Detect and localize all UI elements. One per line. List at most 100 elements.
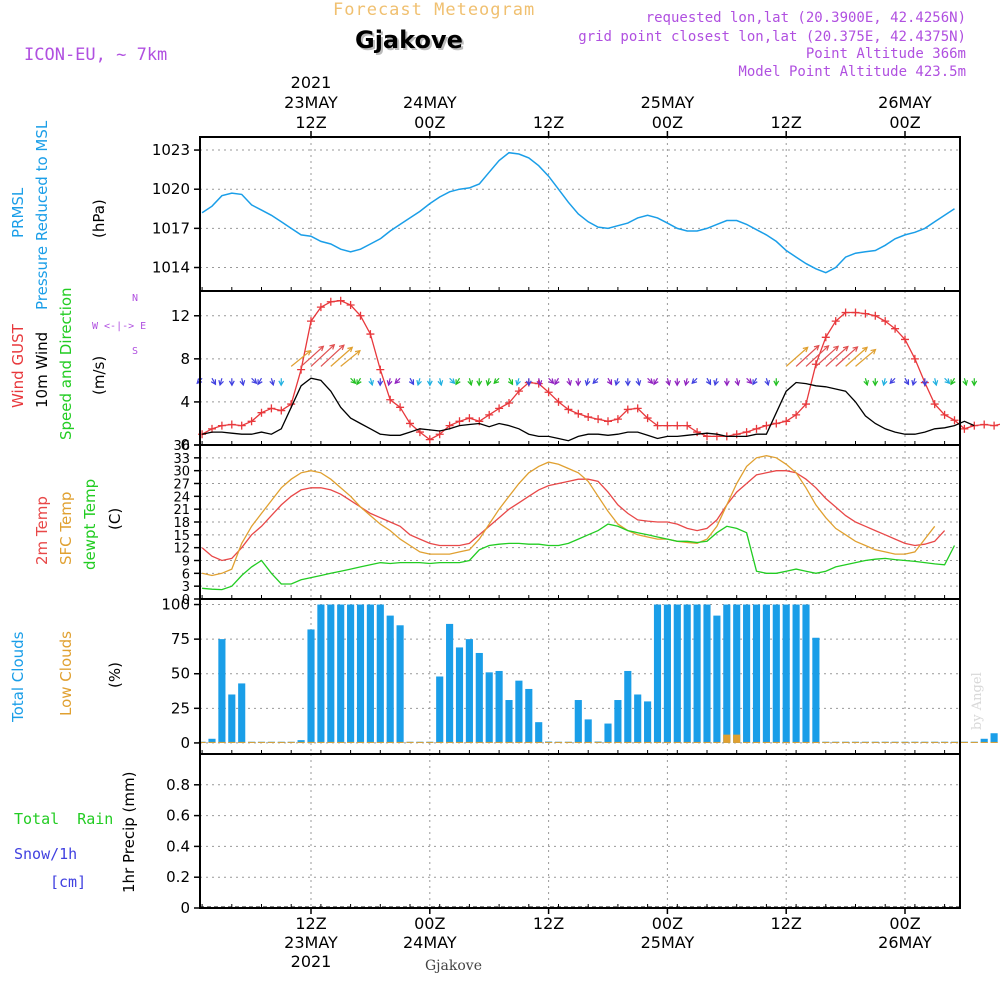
low-cloud-bar: [743, 741, 751, 743]
wind-arrow-head: [408, 379, 415, 386]
low-cloud-bar: [485, 741, 493, 743]
low-cloud-bar: [673, 741, 681, 743]
total-cloud-bar: [743, 604, 751, 743]
wind-arrow-head: [507, 379, 514, 386]
low-cloud-bar: [842, 741, 850, 743]
pressure-line: [201, 151, 955, 274]
y-tick-label: 1017: [152, 219, 190, 237]
wind-arrow-head: [269, 379, 275, 387]
low-cloud-bar: [812, 741, 820, 743]
wind-arrow-head: [971, 380, 978, 387]
gust-marker: [257, 408, 266, 417]
low-cloud-bar: [980, 741, 988, 743]
low-cloud-bar: [792, 741, 800, 743]
gust-marker: [495, 404, 504, 413]
wind-arrow-head: [485, 380, 492, 387]
y-tick-label: 33: [173, 452, 190, 467]
bottom-time-label: 24MAY: [403, 933, 457, 952]
wind-arrow-head: [683, 380, 690, 387]
low-cloud-bar: [851, 741, 860, 743]
total-cloud-bar: [317, 604, 325, 743]
sfc-temp-line: [201, 455, 936, 577]
low-cloud-bar: [614, 741, 622, 743]
wind-arrow-head: [525, 380, 532, 387]
wind-arrow-head: [903, 379, 910, 386]
wind-arrow: [855, 349, 876, 367]
point-altitude: Point Altitude 366m: [805, 46, 966, 62]
wind-arrow-head: [802, 346, 809, 353]
y-tick-label: 27: [173, 478, 190, 493]
gust-marker: [594, 415, 603, 424]
gust-marker: [891, 324, 900, 333]
model-label: ICON-EU, ~ 7km: [24, 45, 168, 65]
total-clouds-label: Total Clouds: [9, 631, 27, 722]
bottom-time-label: 23MAY: [284, 933, 338, 952]
gust-marker: [831, 317, 840, 326]
wind-arrow-head: [752, 379, 758, 386]
compass-south: S: [132, 346, 139, 357]
total-cloud-bar: [376, 604, 384, 743]
wind-line: [201, 377, 975, 442]
wind-unit: (m/s): [90, 355, 108, 395]
total-cloud-bar: [990, 733, 998, 743]
sfc-label: SFC Temp: [57, 491, 75, 565]
wind-arrow-head: [368, 379, 374, 387]
low-cloud-bar: [921, 741, 929, 743]
y-tick-label: 0: [180, 436, 190, 454]
low-cloud-bar: [376, 741, 384, 743]
total-cloud-bar: [733, 604, 741, 743]
wind-arrow: [845, 346, 868, 367]
total-cloud-bar: [535, 722, 543, 743]
wind-arrow-head: [210, 379, 217, 386]
bottom-time-label: 12Z: [771, 914, 802, 933]
gust-marker: [663, 421, 672, 430]
wind-arrow-head: [218, 379, 224, 387]
y-tick-label: 30: [173, 465, 190, 480]
bottom-time-label: 12Z: [533, 914, 564, 933]
low-cloud-bar: [545, 741, 553, 743]
y-tick-label: 12: [173, 542, 190, 557]
wind-arrow-head: [614, 379, 620, 387]
wind-arrow-head: [691, 378, 698, 385]
y-tick-label: 75: [171, 630, 190, 648]
top-time-label: 12Z: [533, 113, 564, 132]
gust-marker: [871, 311, 880, 320]
gust-label: Wind GUST: [9, 324, 27, 408]
total-cloud-bar: [396, 625, 404, 743]
wind-arrow-head: [665, 379, 671, 387]
y-tick-label: 0: [180, 734, 190, 752]
gust-marker: [554, 397, 563, 406]
snow-label: Snow/1h: [14, 845, 78, 863]
t2m-label: 2m Temp: [33, 496, 51, 565]
total-cloud-bar: [337, 604, 345, 743]
total-cloud-bar: [782, 604, 790, 743]
wind-arrow-head: [635, 380, 642, 387]
compass-north: N: [132, 293, 139, 304]
low-cloud-bar: [624, 741, 632, 743]
top-time-label: 00Z: [414, 113, 445, 132]
total-cloud-bar: [356, 604, 365, 743]
total-cloud-bar: [762, 604, 770, 743]
model-point-altitude: Model Point Altitude 423.5m: [738, 64, 966, 80]
total-cloud-bar: [752, 604, 761, 743]
wind-arrow: [825, 346, 849, 367]
gust-marker: [396, 403, 405, 412]
y-tick-label: 3: [182, 580, 190, 595]
wind-arrow-head: [426, 380, 433, 387]
low-cloud-bar: [436, 741, 444, 743]
low-cloud-bar: [891, 741, 899, 743]
total-cloud-bar: [297, 740, 305, 743]
gust-marker: [376, 365, 385, 374]
y-tick-label: 0: [182, 593, 190, 608]
low-cloud-bar: [881, 741, 889, 743]
low-cloud-bar: [198, 741, 206, 743]
low-cloud-bar: [535, 741, 543, 743]
low-cloud-bar: [574, 741, 582, 743]
y-tick-label: 1020: [152, 180, 190, 198]
low-cloud-bar: [941, 741, 949, 743]
gust-marker: [297, 365, 306, 374]
wind-arrow-head: [872, 380, 879, 387]
bottom-time-label: 26MAY: [878, 933, 932, 952]
wind-arrow-head: [862, 346, 869, 353]
low-cloud-bar: [307, 741, 315, 743]
